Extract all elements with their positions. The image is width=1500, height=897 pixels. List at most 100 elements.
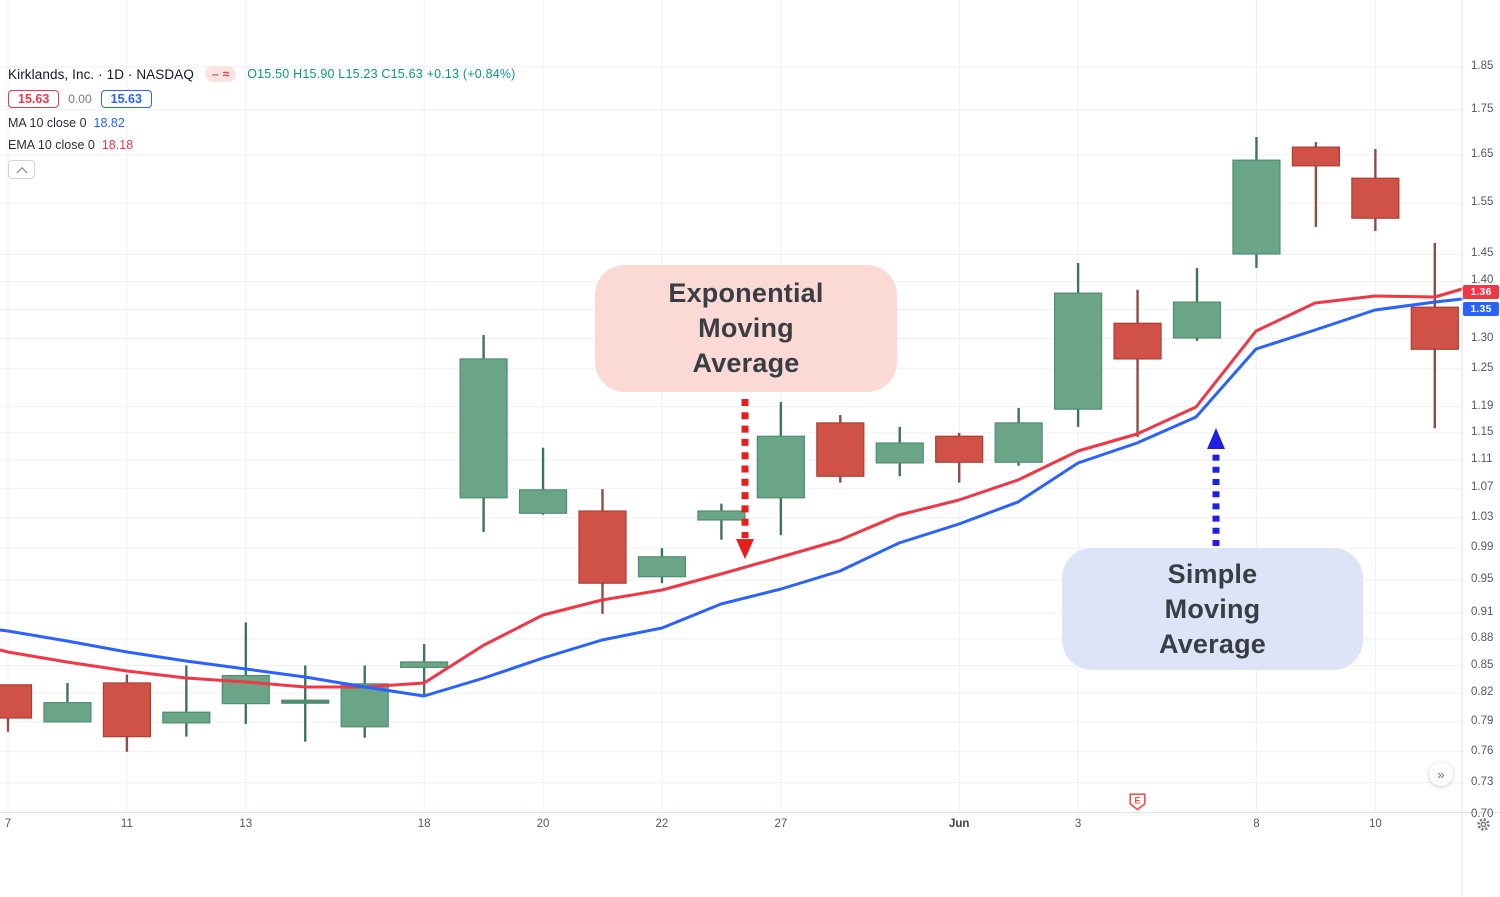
time-axis-label: 27 bbox=[774, 818, 788, 830]
price-axis-label: 1.65 bbox=[1471, 148, 1494, 161]
candle-body[interactable] bbox=[1053, 292, 1103, 410]
ema-arrowhead-icon[interactable] bbox=[736, 539, 754, 559]
price-axis-label: 0.76 bbox=[1471, 744, 1494, 757]
price-axis-label: 0.99 bbox=[1471, 541, 1494, 554]
candle-body[interactable] bbox=[637, 556, 687, 578]
ema-callout-box[interactable]: Exponential Moving Average bbox=[595, 265, 897, 392]
candle-body[interactable] bbox=[1291, 146, 1341, 167]
data-status-pill[interactable]: – ≈ bbox=[204, 66, 237, 82]
candle-body[interactable] bbox=[43, 702, 92, 723]
indicator-legend-ma[interactable]: MA 10 close 0 18.82 bbox=[8, 115, 516, 131]
price-axis-label: 1.40 bbox=[1471, 274, 1494, 287]
price-axis-label: 0.70 bbox=[1471, 808, 1494, 820]
price-axis-label: 1.03 bbox=[1471, 510, 1494, 523]
price-axis-label: 0.82 bbox=[1471, 686, 1494, 699]
price-axis-label: 0.88 bbox=[1471, 631, 1494, 644]
sell-price-button[interactable]: 15.63 bbox=[8, 90, 60, 108]
candle-body[interactable] bbox=[340, 683, 389, 728]
sma-callout-line2: Moving bbox=[1164, 593, 1261, 624]
time-axis-label: Jun bbox=[948, 818, 970, 830]
candle-body[interactable] bbox=[162, 711, 211, 724]
price-axis-label: 0.91 bbox=[1471, 606, 1494, 619]
ema-callout-line1: Exponential bbox=[668, 278, 824, 308]
time-axis-label: 8 bbox=[1253, 818, 1260, 830]
time-axis-label: 10 bbox=[1368, 818, 1382, 830]
candle-body[interactable] bbox=[102, 682, 152, 738]
candle-body[interactable] bbox=[1113, 322, 1162, 360]
buy-price-button[interactable]: 15.63 bbox=[100, 90, 152, 108]
symbol-row[interactable]: Kirklands, Inc. · 1D · NASDAQ – ≈ O15.50… bbox=[8, 64, 516, 84]
time-axis-label: 18 bbox=[417, 818, 431, 830]
collapse-legend-button[interactable] bbox=[8, 160, 35, 179]
time-axis-label: 3 bbox=[1074, 818, 1082, 830]
symbol-title[interactable]: Kirklands, Inc. · 1D · NASDAQ bbox=[8, 66, 194, 82]
price-axis-label: 1.07 bbox=[1471, 481, 1494, 494]
price-axis[interactable]: 1.85 1.75 1.65 1.55 1.45 1.40 1.30 1.25 1.19 1.15… bbox=[1462, 0, 1500, 820]
price-axis-label: 0.73 bbox=[1471, 775, 1494, 788]
time-axis-label: 22 bbox=[655, 818, 669, 830]
time-axis-label: 11 bbox=[120, 818, 133, 830]
gear-icon bbox=[1477, 818, 1490, 831]
candle-body[interactable] bbox=[756, 435, 805, 499]
candle-body[interactable] bbox=[1351, 177, 1400, 219]
sma-arrowhead-icon[interactable] bbox=[1207, 428, 1225, 449]
candle-body[interactable] bbox=[697, 510, 746, 521]
candle-body[interactable] bbox=[281, 699, 330, 704]
candle-body[interactable] bbox=[0, 684, 33, 719]
sma-price-badge: 1.35 bbox=[1463, 302, 1499, 316]
delayed-data-icon: – bbox=[211, 67, 219, 81]
price-axis-label: 1.85 bbox=[1471, 59, 1494, 72]
candle-body[interactable] bbox=[875, 442, 924, 464]
chevron-up-icon bbox=[15, 166, 28, 178]
price-axis-label: 1.15 bbox=[1471, 425, 1494, 438]
ema-indicator-value: 18.18 bbox=[101, 138, 134, 152]
price-axis-label: 0.79 bbox=[1471, 714, 1494, 727]
double-chevron-right-icon: » bbox=[1437, 766, 1445, 782]
bid-ask-row: 15.63 0.00 15.63 bbox=[8, 89, 516, 109]
price-axis-label: 0.85 bbox=[1471, 658, 1494, 671]
ma-indicator-label: MA 10 close 0 bbox=[8, 116, 87, 130]
price-axis-label: 1.25 bbox=[1471, 361, 1494, 374]
candle-body[interactable] bbox=[578, 510, 627, 584]
ema-callout-line3: Average bbox=[692, 348, 800, 378]
sma-callout-line3: Average bbox=[1159, 628, 1266, 659]
candle-body[interactable] bbox=[935, 435, 984, 463]
price-axis-label: 1.55 bbox=[1471, 196, 1494, 209]
scroll-right-button[interactable]: » bbox=[1429, 762, 1453, 786]
candle-body[interactable] bbox=[518, 489, 568, 514]
indicator-legend-ema[interactable]: EMA 10 close 0 18.18 bbox=[8, 137, 516, 153]
ohlc-values: O15.50 H15.90 L15.23 C15.63 +0.13 (+0.84… bbox=[247, 67, 516, 81]
ema-price-badge: 1.36 bbox=[1463, 285, 1499, 299]
candle-body[interactable] bbox=[994, 422, 1043, 463]
price-axis-label: 1.19 bbox=[1471, 399, 1494, 412]
price-axis-label: 0.95 bbox=[1471, 572, 1494, 585]
candle-body[interactable] bbox=[816, 422, 865, 477]
sma-line[interactable] bbox=[0, 297, 1464, 698]
earnings-marker[interactable]: E bbox=[1128, 792, 1147, 812]
candle-body[interactable] bbox=[1410, 306, 1459, 350]
time-axis[interactable]: 7 11 13 18 20 22 27 Jun 3 8 10 bbox=[0, 812, 1462, 897]
time-axis-label: 13 bbox=[239, 818, 253, 830]
sma-callout-box[interactable]: Simple Moving Average bbox=[1062, 548, 1363, 670]
sma-callout-line1: Simple bbox=[1167, 558, 1258, 589]
candle-body[interactable] bbox=[1232, 159, 1281, 255]
axis-settings-button[interactable] bbox=[1476, 817, 1491, 832]
price-axis-label: 1.11 bbox=[1471, 453, 1493, 466]
price-axis-label: 1.30 bbox=[1471, 331, 1494, 344]
candle-body[interactable] bbox=[400, 661, 449, 668]
chart-legend: Kirklands, Inc. · 1D · NASDAQ – ≈ O15.50… bbox=[8, 64, 516, 179]
candle-body[interactable] bbox=[459, 358, 508, 499]
ema-callout-line2: Moving bbox=[698, 313, 794, 343]
time-axis-label: 20 bbox=[536, 818, 550, 830]
approximate-data-icon: ≈ bbox=[222, 67, 230, 81]
earnings-shield-icon bbox=[1129, 793, 1146, 811]
time-axis-label: 7 bbox=[4, 818, 12, 830]
candle-body[interactable] bbox=[1172, 301, 1222, 339]
ema-indicator-label: EMA 10 close 0 bbox=[8, 138, 95, 152]
ema-line[interactable] bbox=[0, 287, 1464, 689]
earnings-letter: E bbox=[1134, 796, 1140, 807]
price-axis-label: 1.45 bbox=[1471, 247, 1494, 260]
ma-indicator-value: 18.82 bbox=[93, 116, 125, 130]
